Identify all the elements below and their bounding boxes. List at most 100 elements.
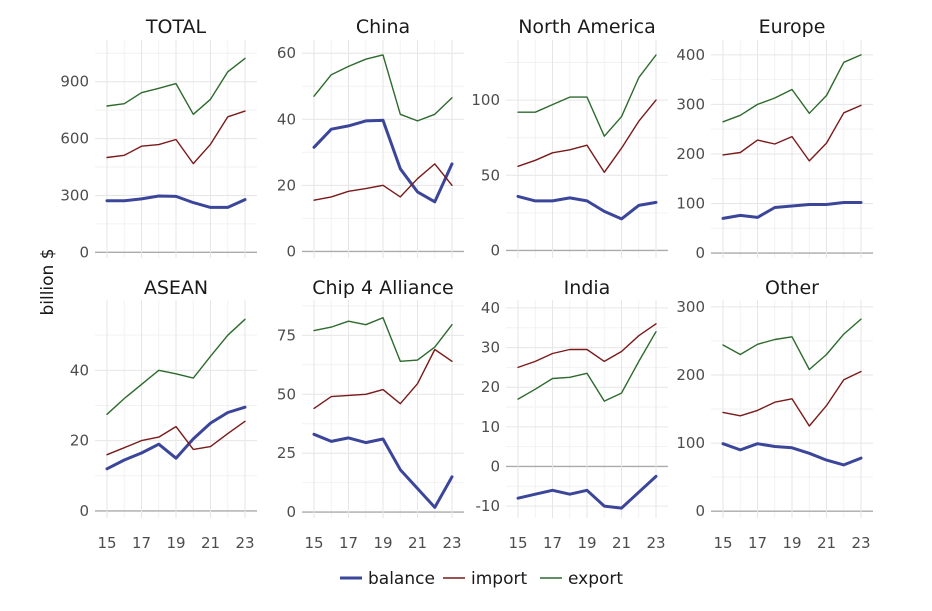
- y-tick-label: 300: [676, 95, 705, 113]
- panel-total: TOTAL 0 300 600 900: [60, 16, 257, 261]
- x-tick-label: 17: [543, 534, 562, 552]
- x-tick-label: 19: [166, 534, 185, 552]
- x-tick-label: 21: [612, 534, 631, 552]
- y-tick-label: 0: [695, 502, 705, 520]
- series-line-balance: [721, 201, 863, 220]
- y-tick-label: 900: [60, 73, 89, 91]
- y-tick-label: 400: [676, 46, 705, 64]
- y-tick-label: 0: [695, 244, 705, 262]
- y-tick-label: 300: [676, 298, 705, 316]
- y-tick-label: 20: [277, 176, 296, 194]
- y-tick-label: 40: [70, 361, 89, 379]
- y-tick-label: 100: [676, 434, 705, 452]
- x-tick-label: 17: [748, 534, 767, 552]
- x-tick-label: 21: [817, 534, 836, 552]
- series-line-export: [106, 57, 246, 116]
- panel-europe: Europe 0 100 200 300 400: [676, 16, 873, 262]
- series-line-import: [106, 110, 246, 165]
- panel-asean: ASEAN 0 20 40 15 17 19 21 23: [70, 277, 257, 552]
- y-tick-label: 40: [481, 299, 500, 317]
- series-line-import: [313, 163, 453, 201]
- y-tick-label: 0: [490, 241, 500, 259]
- x-tick-label: 17: [132, 534, 151, 552]
- x-tick-label: 17: [339, 534, 358, 552]
- y-tick-label: 100: [676, 195, 705, 213]
- panel-title: China: [356, 16, 410, 38]
- series-line-export: [722, 318, 862, 371]
- legend-label-balance: balance: [368, 569, 435, 589]
- x-tick-label: 23: [442, 534, 461, 552]
- series-line-export: [313, 54, 453, 122]
- panel-title: Europe: [759, 16, 826, 38]
- series-line-export: [106, 318, 246, 415]
- series-line-export: [517, 331, 657, 402]
- series-line-balance: [312, 118, 454, 204]
- panel-north-america: North America 0 50 100: [471, 16, 668, 259]
- legend-label-export: export: [568, 569, 623, 589]
- panel-title: ASEAN: [144, 277, 208, 299]
- series-line-import: [517, 323, 657, 369]
- y-tick-label: 100: [471, 91, 500, 109]
- panel-title: TOTAL: [145, 16, 207, 38]
- y-tick-label: 30: [481, 339, 500, 357]
- x-tick-label: 19: [373, 534, 392, 552]
- y-tick-label: 20: [481, 378, 500, 396]
- series-line-import: [106, 420, 246, 456]
- y-tick-label: 200: [676, 145, 705, 163]
- series-line-balance: [721, 442, 863, 467]
- panel-china: China 0 20 40 60: [277, 16, 464, 260]
- y-tick-label: 0: [286, 503, 296, 521]
- x-tick-label: 23: [235, 534, 254, 552]
- x-tick-label: 23: [851, 534, 870, 552]
- series-line-import: [313, 348, 453, 410]
- y-tick-label: 20: [70, 432, 89, 450]
- panel-chip-4-alliance: Chip 4 Alliance 0 25 50 75 15 17 19 21 23: [277, 277, 464, 552]
- y-tick-label: 75: [277, 326, 296, 344]
- x-tick-label: 15: [97, 534, 116, 552]
- series-line-balance: [516, 194, 658, 221]
- y-tick-label: 60: [277, 44, 296, 62]
- y-tick-label: 300: [60, 186, 89, 204]
- series-line-import: [517, 99, 657, 174]
- y-tick-label: 600: [60, 130, 89, 148]
- y-tick-label: 0: [490, 457, 500, 475]
- panel-india: India -10 0 10 20 30 40 15 17 19 21 23: [476, 277, 668, 552]
- y-tick-label: 0: [79, 502, 89, 520]
- x-tick-label: 15: [713, 534, 732, 552]
- x-tick-label: 19: [782, 534, 801, 552]
- y-tick-label: 50: [481, 166, 500, 184]
- y-tick-label: 50: [277, 385, 296, 403]
- y-tick-label: 40: [277, 110, 296, 128]
- series-line-export: [517, 54, 657, 137]
- legend-label-import: import: [471, 569, 527, 589]
- x-tick-label: 15: [508, 534, 527, 552]
- x-tick-label: 23: [646, 534, 665, 552]
- series-line-balance: [105, 194, 247, 209]
- y-tick-label: -10: [476, 497, 501, 515]
- x-tick-label: 21: [201, 534, 220, 552]
- series-line-export: [313, 317, 453, 362]
- series-line-balance: [105, 405, 247, 471]
- series-line-import: [722, 370, 862, 427]
- panel-title: Other: [765, 277, 819, 299]
- panel-title: North America: [518, 16, 656, 38]
- x-tick-label: 15: [304, 534, 323, 552]
- series-line-export: [722, 54, 862, 123]
- y-tick-label: 0: [79, 243, 89, 261]
- panel-title: Chip 4 Alliance: [312, 277, 453, 299]
- x-tick-label: 21: [408, 534, 427, 552]
- panel-other: Other 0 100 200 300 15 17 19 21 23: [676, 277, 873, 552]
- series-line-balance: [312, 432, 454, 509]
- series-line-import: [722, 104, 862, 162]
- y-tick-label: 10: [481, 418, 500, 436]
- series-line-balance: [516, 474, 658, 510]
- legend: balance import export: [340, 569, 623, 589]
- panel-title: India: [564, 277, 611, 299]
- y-tick-label: 200: [676, 366, 705, 384]
- y-tick-label: 25: [277, 444, 296, 462]
- y-axis-label: billion $: [38, 248, 58, 315]
- y-tick-label: 0: [286, 242, 296, 260]
- x-tick-label: 19: [577, 534, 596, 552]
